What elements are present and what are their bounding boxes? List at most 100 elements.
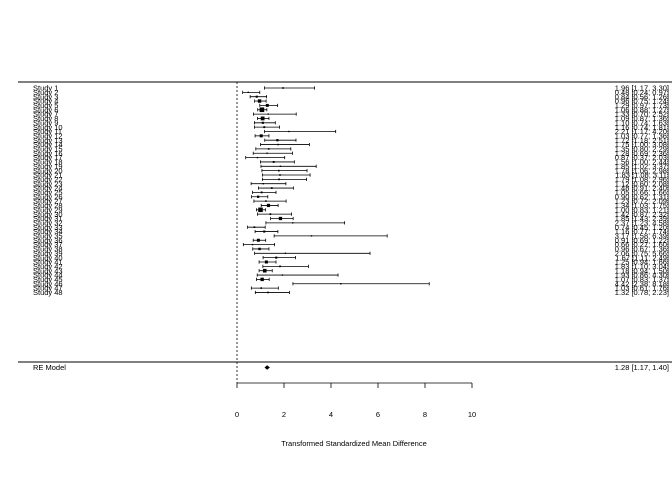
study-label: Study 38 xyxy=(33,245,63,254)
study-row: Study 28 1.34 [1.03, 1.75] xyxy=(33,201,669,210)
estimate-text: 1.16 [0.77, 1.74] xyxy=(615,227,669,236)
study-row: Study 13 1.72 [1.18, 2.51] xyxy=(33,136,669,145)
estimate-text: 1.18 [0.94, 1.50] xyxy=(615,266,669,275)
point-estimate xyxy=(256,238,260,242)
estimate-text: 1.85 [1.43, 2.39] xyxy=(615,214,669,223)
point-estimate xyxy=(269,213,272,216)
study-label: Study 12 xyxy=(33,131,63,140)
x-axis: 0 2 4 6 8 10 xyxy=(235,382,476,419)
study-row: Study 27 1.23 [0.72, 2.09] xyxy=(33,197,669,206)
estimate-text: 0.91 [0.69, 1.22] xyxy=(615,236,669,245)
estimate-text: 1.03 [0.77, 1.36] xyxy=(615,131,669,140)
point-estimate xyxy=(260,287,263,289)
point-estimate xyxy=(253,226,256,229)
study-row: Study 15 1.35 [0.80, 2.29] xyxy=(33,145,669,154)
estimate-text: 4.42 [2.38, 8.18] xyxy=(615,279,669,288)
estimate-text: 1.05 [0.66, 1.66] xyxy=(615,188,669,197)
point-estimate xyxy=(340,283,342,285)
point-estimate xyxy=(251,243,254,246)
estimate-text: 1.93 [0.86, 4.30] xyxy=(615,271,669,280)
study-row: Study 38 0.96 [0.67, 1.36] xyxy=(33,245,669,254)
x-tick-label: 10 xyxy=(468,410,476,419)
estimate-text: 1.83 [1.10, 3.04] xyxy=(615,262,669,271)
study-row: Study 43 1.18 [0.94, 1.50] xyxy=(33,266,669,275)
estimate-text: 1.12 [0.60, 2.08] xyxy=(615,179,669,188)
summary-diamond xyxy=(264,365,270,370)
study-label: Study 40 xyxy=(33,253,63,262)
estimate-text: 1.56 [1.00, 2.44] xyxy=(615,158,669,167)
x-tick-label: 4 xyxy=(329,410,333,419)
x-tick-label: 6 xyxy=(376,410,380,419)
study-label: Study 6 xyxy=(33,105,58,114)
study-label: Study 22 xyxy=(33,175,63,184)
point-estimate xyxy=(278,169,280,172)
study-label: Study 30 xyxy=(33,210,63,219)
point-estimate xyxy=(277,143,279,146)
point-estimate xyxy=(263,126,266,129)
estimate-text: 1.72 [1.18, 2.51] xyxy=(615,136,669,145)
study-row: Study 18 1.56 [1.00, 2.44] xyxy=(33,158,669,167)
study-rows: Study 1 1.96 [1.17, 3.30] Study 2 0.48 [0.2… xyxy=(33,84,669,297)
study-label: Study 35 xyxy=(33,232,63,241)
study-label: Study 3 xyxy=(33,92,58,101)
study-label: Study 44 xyxy=(33,271,63,280)
study-row: Study 11 2.21 [1.17, 4.20] xyxy=(33,127,669,136)
point-estimate xyxy=(260,116,265,121)
study-row: Study 24 1.48 [0.91, 2.40] xyxy=(33,184,669,193)
study-label: Study 20 xyxy=(33,166,63,175)
study-label: Study 10 xyxy=(33,123,63,132)
study-row: Study 5 1.29 [0.97, 1.73] xyxy=(33,101,669,110)
study-label: Study 46 xyxy=(33,279,63,288)
point-estimate xyxy=(256,156,259,159)
study-row: Study 20 1.78 [1.06, 2.98] xyxy=(33,166,669,175)
estimate-text: 1.35 [0.80, 2.29] xyxy=(615,145,669,154)
estimate-text: 1.28 [0.69, 2.36] xyxy=(615,149,669,158)
point-estimate xyxy=(291,222,294,224)
estimate-text: 1.67 [1.11, 2.49] xyxy=(615,253,669,262)
point-estimate xyxy=(255,95,258,98)
point-estimate xyxy=(265,103,269,107)
estimate-text: 1.32 [0.78, 2.23] xyxy=(615,288,669,297)
study-label: Study 45 xyxy=(33,275,63,284)
estimate-text: 1.85 [1.02, 3.37] xyxy=(615,162,669,171)
study-row: Study 44 1.93 [0.86, 4.30] xyxy=(33,271,669,280)
point-estimate xyxy=(263,230,266,233)
point-estimate xyxy=(278,178,280,181)
estimate-text: 1.03 [0.61, 1.76] xyxy=(615,284,669,293)
estimate-text: 1.23 [0.72, 2.09] xyxy=(615,197,669,206)
estimate-text: 0.96 [0.67, 1.36] xyxy=(615,245,669,254)
point-estimate xyxy=(267,148,270,150)
study-label: Study 25 xyxy=(33,188,63,197)
study-label: Study 4 xyxy=(33,97,58,106)
study-label: Study 29 xyxy=(33,205,63,214)
study-row: Study 36 0.91 [0.69, 1.22] xyxy=(33,236,669,245)
study-label: Study 48 xyxy=(33,288,63,297)
study-row: Study 34 1.16 [0.77, 1.74] xyxy=(33,227,669,236)
study-row: Study 26 0.90 [0.62, 1.31] xyxy=(33,192,669,201)
study-row: Study 23 1.12 [0.60, 2.08] xyxy=(33,179,669,188)
estimate-text: 2.37 [1.23, 4.58] xyxy=(615,218,669,227)
study-row: Study 33 0.74 [0.45, 1.20] xyxy=(33,223,669,232)
point-estimate xyxy=(288,130,290,133)
study-row: Study 19 1.85 [1.02, 3.37] xyxy=(33,162,669,171)
x-tick-label: 2 xyxy=(282,410,286,419)
estimate-text: 0.96 [0.75, 1.24] xyxy=(615,97,669,106)
point-estimate xyxy=(282,87,284,89)
estimate-text: 2.06 [0.75, 5.66] xyxy=(615,249,669,258)
study-label: Study 36 xyxy=(33,236,63,245)
study-row: Study 30 1.42 [0.87, 2.32] xyxy=(33,210,669,219)
study-label: Study 31 xyxy=(33,214,63,223)
point-estimate xyxy=(262,183,265,185)
point-estimate xyxy=(264,260,268,264)
estimate-text: 1.06 [0.88, 1.27] xyxy=(615,105,669,114)
study-label: Study 7 xyxy=(33,110,58,119)
study-label: Study 16 xyxy=(33,149,63,158)
estimate-text: 0.74 [0.45, 1.20] xyxy=(615,223,669,232)
study-row: Study 35 3.17 [1.58, 6.39] xyxy=(33,232,669,241)
point-estimate xyxy=(276,139,279,142)
study-label: Study 37 xyxy=(33,240,63,249)
study-label: Study 32 xyxy=(33,218,63,227)
study-label: Study 9 xyxy=(33,118,58,127)
estimate-text: 1.83 [1.08, 3.11] xyxy=(615,171,669,180)
